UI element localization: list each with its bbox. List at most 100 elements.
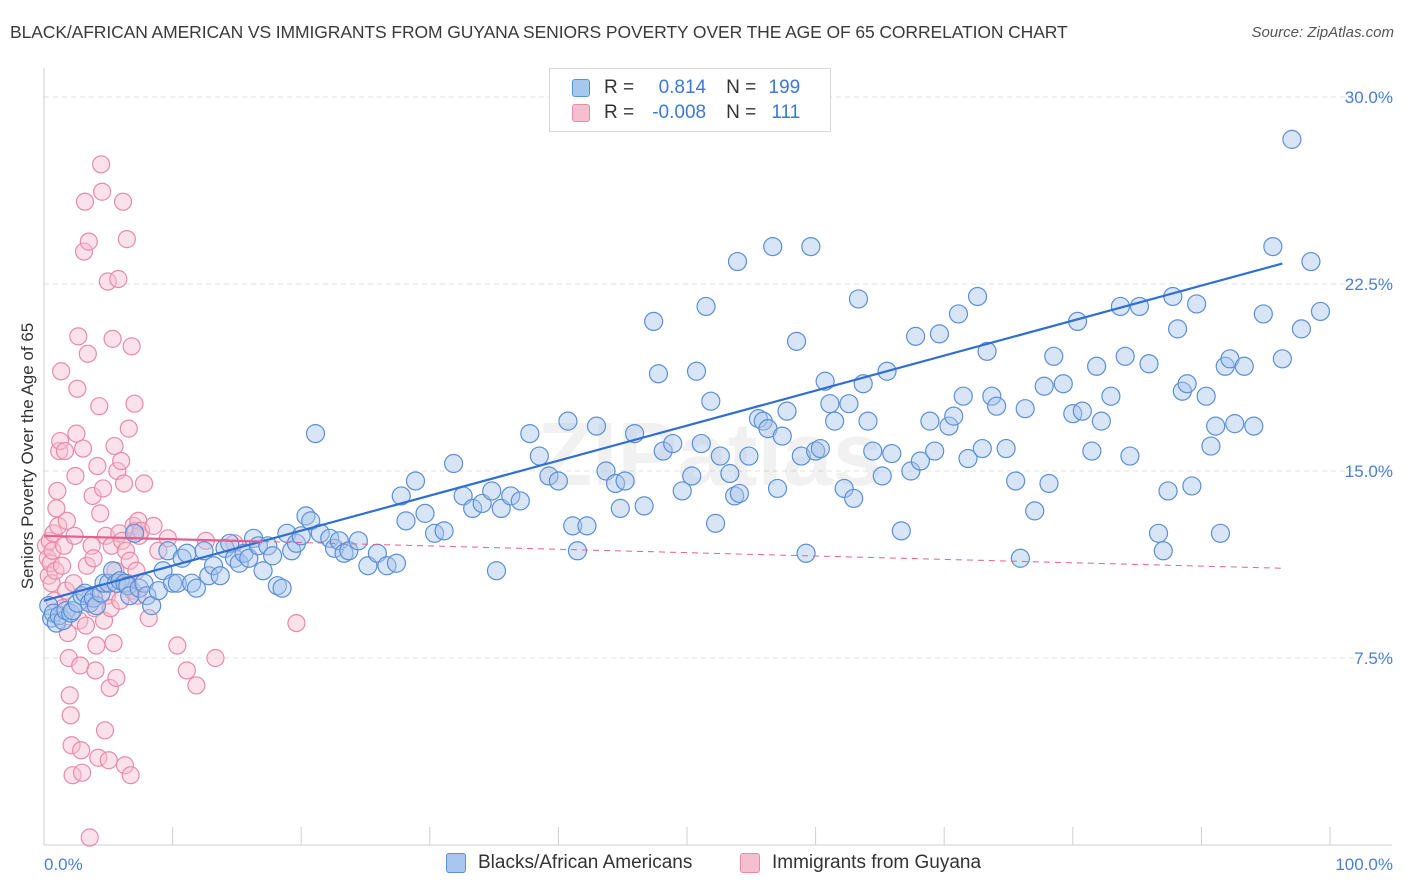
black-point xyxy=(801,237,821,257)
legend-n-label: N = xyxy=(726,102,757,123)
black-point xyxy=(1039,473,1059,494)
guyana-point xyxy=(168,636,187,655)
guyana-point xyxy=(73,439,93,458)
black-point xyxy=(710,446,730,466)
guyana-point xyxy=(71,656,90,675)
guyana-point xyxy=(87,636,106,655)
bottom-legend-guyana: Immigrants from Guyana xyxy=(740,852,981,874)
guyana-point xyxy=(121,766,140,785)
guyana-point xyxy=(52,362,71,381)
guyana-point xyxy=(60,686,79,705)
black-point xyxy=(705,513,726,533)
black-point xyxy=(1053,374,1073,394)
black-point xyxy=(1234,356,1254,376)
legend-n-value: 111 xyxy=(771,102,801,123)
source-label: Source: ZipAtlas.com xyxy=(1251,24,1394,41)
guyana-point xyxy=(77,556,96,575)
trend-line-blacks xyxy=(43,262,1283,602)
bottom-legend-blacks: Blacks/African Americans xyxy=(446,852,692,874)
black-point xyxy=(1115,346,1135,366)
black-point xyxy=(872,466,892,486)
y-tick-label: 15.0% xyxy=(1345,462,1393,481)
black-point xyxy=(739,446,759,466)
guyana-point xyxy=(111,591,130,610)
guyana-point xyxy=(69,327,88,346)
black-point xyxy=(510,491,530,511)
guyana-point xyxy=(62,736,81,755)
black-point xyxy=(1158,481,1178,501)
black-point xyxy=(820,394,840,414)
black-point xyxy=(925,441,945,461)
black-point xyxy=(763,237,783,257)
black-point xyxy=(958,448,978,469)
black-point xyxy=(891,521,911,541)
guyana-point xyxy=(68,379,87,398)
black-point xyxy=(796,543,816,563)
guyana-point xyxy=(100,678,119,698)
black-point xyxy=(682,466,702,486)
black-point xyxy=(520,424,540,444)
black-point xyxy=(586,416,607,436)
black-point xyxy=(858,411,878,431)
black-point xyxy=(772,426,792,446)
black-point xyxy=(839,394,859,414)
guyana-point xyxy=(84,549,103,568)
black-point xyxy=(203,556,224,576)
black-point xyxy=(567,541,588,561)
black-point xyxy=(563,516,583,536)
black-point xyxy=(729,483,749,504)
black-point xyxy=(434,521,454,541)
guyana-point xyxy=(52,556,72,575)
black-point xyxy=(1139,354,1159,374)
y-tick-label: 22.5% xyxy=(1345,275,1393,294)
trend-line-guyana xyxy=(43,534,264,543)
guyana-point xyxy=(91,504,110,523)
guyana-point xyxy=(83,486,102,506)
black-point xyxy=(672,481,692,501)
guyana-point xyxy=(101,599,120,618)
guyana-point xyxy=(113,192,133,211)
black-point xyxy=(1015,399,1035,419)
legend-r-label: R = xyxy=(604,77,635,98)
legend-swatch-pink xyxy=(572,104,590,122)
legend: R = 0.814 N = 199 R = -0.008 N = 111 xyxy=(549,68,831,132)
guyana-point xyxy=(95,721,115,740)
black-point xyxy=(644,311,664,331)
black-point xyxy=(953,386,973,406)
black-point xyxy=(1163,286,1183,307)
guyana-point xyxy=(206,648,225,668)
black-point xyxy=(444,453,464,474)
black-point xyxy=(1196,386,1216,406)
black-point xyxy=(910,451,930,471)
black-point xyxy=(210,566,230,586)
black-point xyxy=(691,433,711,454)
black-point xyxy=(1006,471,1026,491)
black-point xyxy=(1253,304,1273,324)
black-point xyxy=(501,486,521,506)
trend-line-guyana-dashed xyxy=(263,541,1283,569)
black-point xyxy=(415,503,435,523)
guyana-point xyxy=(75,192,95,211)
black-point xyxy=(1282,129,1302,149)
black-point xyxy=(920,411,940,431)
black-point xyxy=(137,586,157,606)
black-point xyxy=(558,411,578,431)
black-point xyxy=(1206,416,1226,436)
black-point xyxy=(167,573,187,593)
guyana-point xyxy=(86,661,105,680)
guyana-point xyxy=(93,479,113,498)
black-point xyxy=(548,471,569,491)
black-point xyxy=(229,553,249,573)
black-point xyxy=(777,401,797,421)
chart-title: BLACK/AFRICAN AMERICAN VS IMMIGRANTS FRO… xyxy=(10,22,1068,42)
guyana-point xyxy=(107,668,126,688)
black-point xyxy=(825,411,845,431)
y-axis-label: Seniors Poverty Over the Age of 65 xyxy=(18,323,37,589)
black-point xyxy=(348,531,368,551)
black-point xyxy=(1263,237,1283,257)
guyana-point xyxy=(76,616,96,635)
guyana-point xyxy=(116,541,136,560)
legend-row-guyana: R = -0.008 N = 111 xyxy=(572,101,800,125)
black-point xyxy=(1153,541,1173,561)
